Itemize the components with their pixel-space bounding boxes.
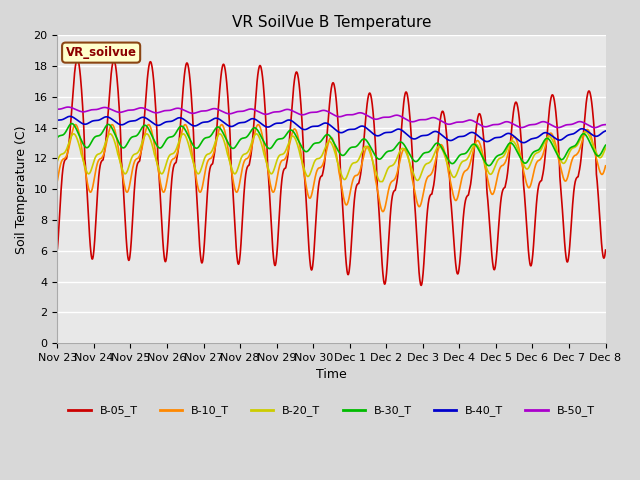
B-30_T	[298, 144, 305, 150]
B-40_T	[97, 117, 104, 122]
B-30_T	[118, 145, 126, 151]
B-05_T	[308, 267, 316, 273]
B-50_T	[54, 107, 61, 112]
B-10_T	[379, 209, 387, 215]
B-40_T	[520, 140, 527, 145]
B-20_T	[582, 129, 589, 135]
B-50_T	[118, 109, 126, 115]
B-05_T	[417, 283, 425, 288]
B-20_T	[376, 179, 384, 184]
B-40_T	[118, 122, 126, 128]
B-20_T	[365, 148, 373, 154]
B-50_T	[287, 107, 294, 113]
B-30_T	[602, 143, 609, 148]
B-40_T	[602, 128, 609, 134]
B-50_T	[298, 112, 305, 118]
B-05_T	[54, 246, 61, 252]
B-10_T	[254, 122, 262, 128]
B-10_T	[54, 178, 61, 183]
Line: B-40_T: B-40_T	[58, 116, 605, 143]
B-20_T	[602, 145, 609, 151]
B-50_T	[97, 106, 104, 111]
B-20_T	[307, 168, 315, 174]
B-30_T	[287, 127, 294, 133]
B-10_T	[602, 163, 609, 168]
B-20_T	[298, 156, 305, 162]
B-05_T	[287, 126, 294, 132]
B-05_T	[298, 113, 305, 119]
B-30_T	[308, 144, 316, 149]
B-10_T	[308, 192, 316, 198]
B-10_T	[298, 156, 305, 161]
X-axis label: Time: Time	[316, 369, 347, 382]
Legend: B-05_T, B-10_T, B-20_T, B-30_T, B-40_T, B-50_T: B-05_T, B-10_T, B-20_T, B-30_T, B-40_T, …	[64, 401, 599, 421]
Title: VR SoilVue B Temperature: VR SoilVue B Temperature	[232, 15, 431, 30]
B-50_T	[366, 114, 374, 120]
Line: B-30_T: B-30_T	[58, 123, 605, 166]
B-30_T	[97, 132, 104, 138]
Y-axis label: Soil Temperature (C): Soil Temperature (C)	[15, 125, 28, 253]
B-40_T	[54, 117, 61, 123]
B-05_T	[602, 247, 609, 253]
B-10_T	[118, 169, 126, 175]
B-30_T	[366, 143, 374, 148]
B-05_T	[118, 171, 126, 177]
B-10_T	[366, 146, 374, 152]
B-40_T	[298, 126, 305, 132]
B-20_T	[286, 137, 294, 143]
Line: B-50_T: B-50_T	[58, 107, 605, 128]
B-50_T	[591, 125, 599, 131]
B-50_T	[64, 104, 72, 110]
B-10_T	[96, 156, 104, 162]
B-10_T	[287, 138, 294, 144]
B-20_T	[96, 151, 104, 156]
B-30_T	[485, 163, 493, 168]
B-20_T	[118, 166, 126, 171]
Line: B-10_T: B-10_T	[58, 125, 605, 212]
B-50_T	[308, 109, 316, 115]
B-40_T	[366, 128, 374, 133]
B-50_T	[602, 122, 609, 128]
Line: B-20_T: B-20_T	[58, 132, 605, 181]
B-40_T	[66, 113, 74, 119]
Line: B-05_T: B-05_T	[58, 59, 605, 286]
B-40_T	[287, 117, 294, 123]
B-05_T	[97, 163, 104, 168]
B-30_T	[68, 120, 76, 126]
B-20_T	[54, 158, 61, 164]
Text: VR_soilvue: VR_soilvue	[66, 46, 136, 59]
B-05_T	[366, 90, 374, 96]
B-40_T	[308, 124, 316, 130]
B-30_T	[54, 135, 61, 141]
B-05_T	[74, 56, 81, 62]
